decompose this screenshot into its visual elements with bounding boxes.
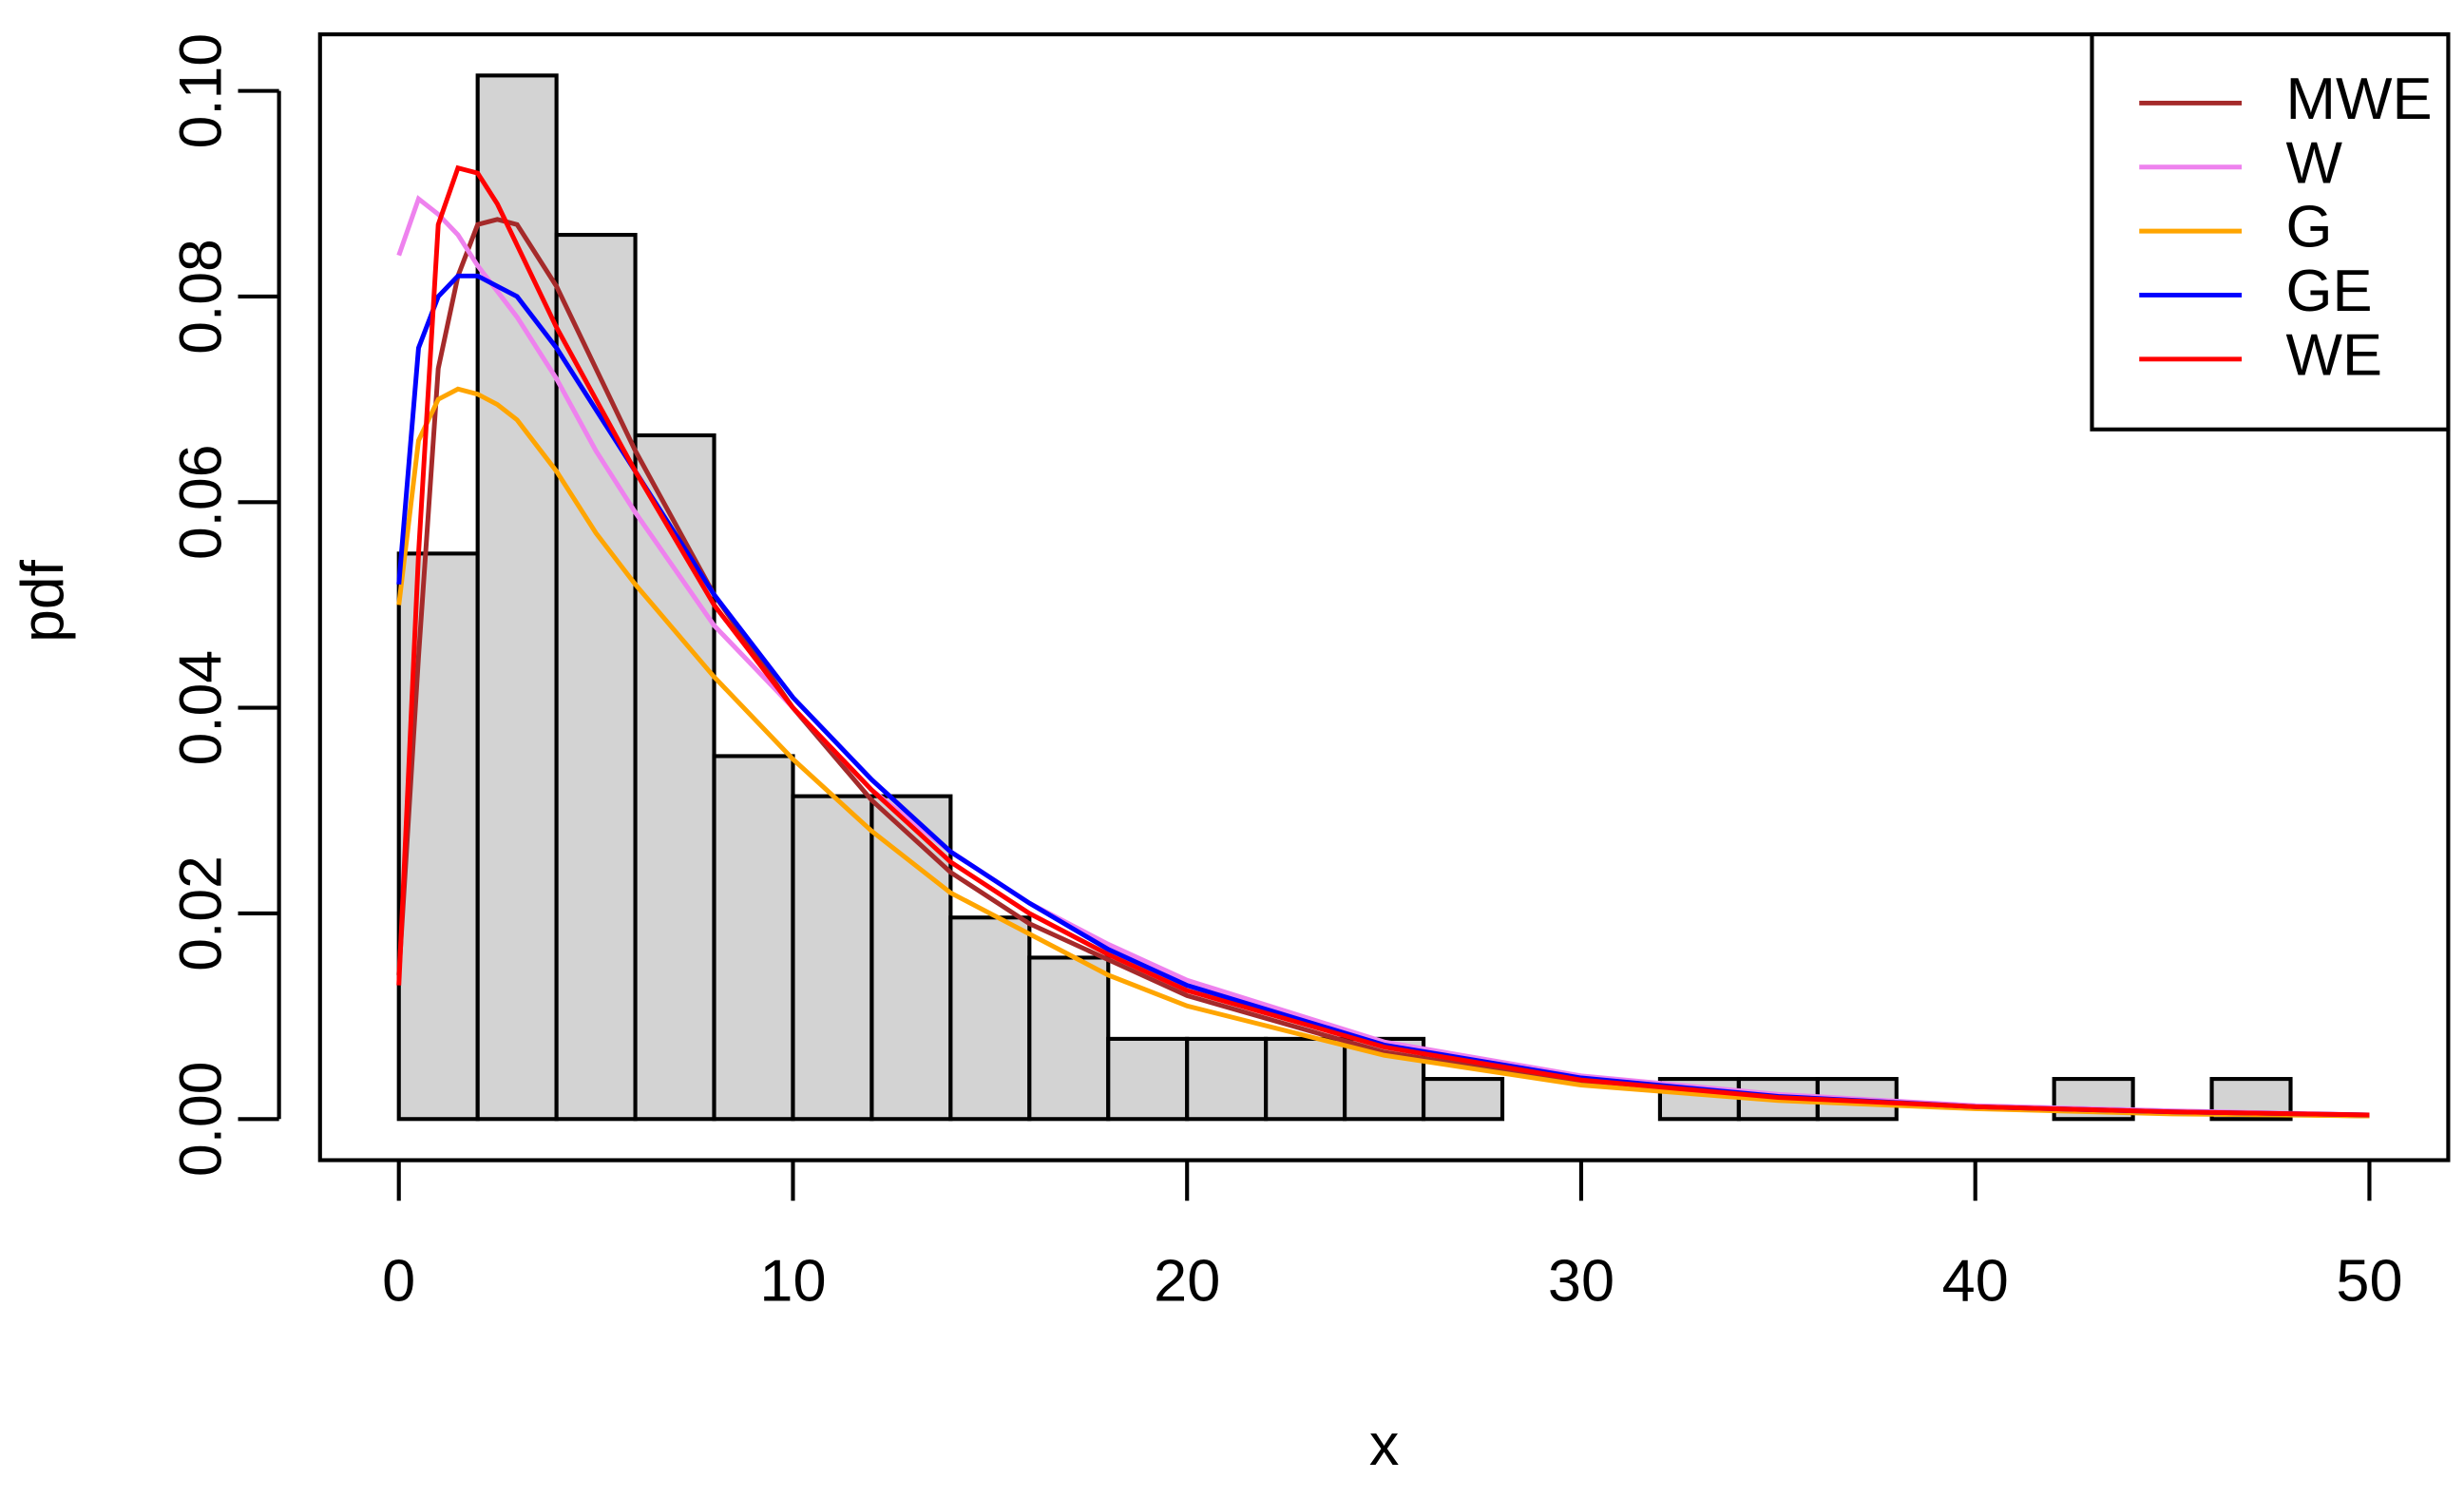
histogram-bar [712,754,795,1122]
histogram-bar [554,233,638,1122]
y-tick-label: 0.08 [167,239,234,354]
histogram-bar [791,794,874,1122]
histogram-bar [475,73,559,1122]
legend-label: G [2286,194,2333,260]
legend-label: WE [2286,322,2383,389]
histogram-bar [1027,955,1111,1122]
x-tick-label: 40 [1942,1248,2009,1315]
histogram-bar [633,432,716,1122]
legend-label: W [2286,130,2342,197]
x-tick-label: 20 [1154,1248,1220,1315]
x-tick-label: 50 [2336,1248,2402,1315]
x-tick-label: 10 [759,1248,826,1315]
y-tick-label: 0.00 [167,1062,234,1177]
legend-label: GE [2286,258,2373,324]
y-tick-label: 0.02 [167,855,234,971]
x-tick-label: 30 [1548,1248,1614,1315]
x-tick-label: 0 [382,1248,415,1315]
density-curve [396,386,2370,1119]
y-tick-label: 0.10 [167,33,234,148]
histogram-bar [396,551,480,1122]
y-tick-label: 0.06 [167,445,234,560]
histogram-bar [1421,1077,1505,1122]
histogram-bar [1264,1036,1347,1122]
y-axis-label: pdf [10,560,76,643]
histogram-bar [1106,1036,1190,1122]
histogram-bar [948,915,1032,1122]
density-curve [396,164,2370,1118]
histogram-bar [1185,1036,1269,1122]
y-tick-label: 0.04 [167,650,234,765]
legend-label: MWE [2286,66,2433,132]
x-axis-label: x [1369,1412,1400,1478]
